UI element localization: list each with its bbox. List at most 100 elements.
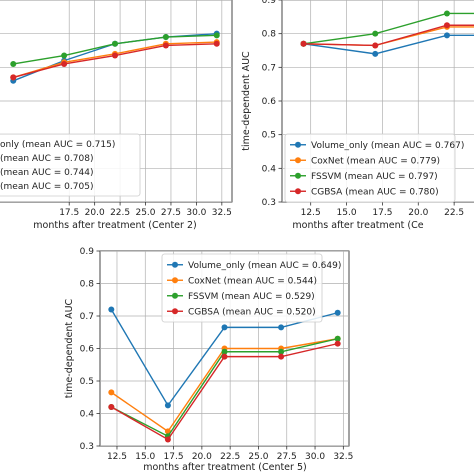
legend-swatch-marker [295,157,301,164]
series-line [303,24,474,47]
y-tick-label: 0.9 [80,247,95,257]
legend: Volume_only (mean AUC = 0.649) CoxNet (me… [161,253,341,323]
legend-swatch-marker [295,172,301,179]
legend-swatch-marker [172,277,178,284]
data-point [162,42,169,49]
x-tick-label: 12.5 [107,452,127,462]
data-point [443,10,450,17]
x-axis-label: months after treatment (Center 5) [143,462,306,473]
legend-label: CGBSA (mean AUC = 0.780) [311,187,439,197]
legend-label: only (mean AUC = 0.715) [0,140,115,150]
x-tick-label: 12.5 [301,208,321,218]
data-point [372,50,379,57]
data-point [112,40,118,47]
data-point [10,74,17,81]
x-tick-label: 22.5 [220,452,240,462]
y-tick-label: 0.5 [80,377,94,387]
legend-label: CGBSA (mean AUC = 0.520) [188,307,316,317]
data-point [443,22,450,29]
data-point [162,34,169,41]
x-axis-label: months after treatment (Ce [292,220,423,231]
legend-swatch-marker [172,308,178,315]
legend-label: CoxNet (mean AUC = 0.544) [188,276,317,286]
x-tick-label: 30.0 [305,452,325,462]
x-tick-label: 17.5 [59,208,79,218]
y-tick-label: 0.7 [80,312,94,322]
data-point [334,340,341,347]
data-point [213,40,220,47]
data-point [443,32,450,39]
legend: Volume_only (mean AUC = 0.767) CoxNet (me… [284,133,464,203]
legend-swatch-marker [295,188,301,195]
y-axis-label: time-dependent AUC [241,51,252,151]
legend-label: (mean AUC = 0.744) [0,168,93,178]
legend-box [284,133,456,203]
x-tick-label: 17.5 [164,452,184,462]
legend-label: CoxNet (mean AUC = 0.779) [311,156,440,166]
y-tick-label: 0.4 [262,164,277,174]
legend-box [161,253,323,323]
legend-swatch-marker [172,292,178,299]
y-tick-label: 0.6 [80,345,95,355]
data-point [221,324,228,331]
legend-box [0,133,141,197]
data-point [278,353,285,360]
data-point [300,40,307,47]
data-point [108,306,115,313]
legend-swatch-marker [295,141,301,148]
x-tick-label: 22.5 [110,208,130,218]
legend-label: (mean AUC = 0.708) [0,154,93,164]
data-point [278,324,285,331]
y-tick-label: 0.4 [80,410,95,420]
data-point [221,348,228,355]
series-group [10,30,220,84]
data-point [372,42,379,49]
data-point [164,436,171,443]
panel-center5: 12.5 15.0 17.5 20.0 22.5 25.0 27.5 30.0 32.5 0.3 0… [64,247,353,473]
data-point [213,32,220,39]
series-line [303,12,474,45]
series-group [300,10,474,57]
legend-label: Volume_only (mean AUC = 0.649) [188,261,341,271]
legend-label: FSSVM (mean AUC = 0.529) [188,292,315,302]
y-tick-label: 0.5 [262,131,276,141]
x-tick-label: 17.5 [372,208,392,218]
legend-label: Volume_only (mean AUC = 0.767) [311,141,464,151]
x-tick-label: 32.5 [212,208,232,218]
y-tick-label: 0.7 [262,63,276,73]
data-point [61,60,68,67]
x-tick-label: 27.5 [277,452,297,462]
legend-swatch-marker [172,261,178,268]
y-tick-label: 0.6 [262,97,277,107]
data-point [278,348,285,355]
data-point [334,335,341,342]
y-tick-label: 0.8 [80,280,95,290]
data-point [164,402,171,409]
data-point [108,404,115,410]
data-point [108,389,115,396]
x-tick-label: 20.0 [408,208,428,218]
x-tick-label: 25.0 [248,452,268,462]
x-tick-label: 25.0 [135,208,155,218]
x-tick-label: 15.0 [135,452,155,462]
data-point [112,52,118,59]
y-tick-label: 0.8 [262,30,277,40]
data-point [61,52,68,59]
y-axis-label: time-dependent AUC [64,298,75,398]
x-tick-label: 30.0 [186,208,206,218]
x-tick-label: 20.0 [85,208,105,218]
x-tick-label: 20.0 [192,452,212,462]
data-point [372,30,379,37]
legend: only (mean AUC = 0.715) (mean AUC = 0.708… [0,133,141,197]
data-point [221,353,228,360]
x-axis-label: months after treatment (Center 2) [33,220,196,231]
y-tick-label: 0.3 [80,442,94,452]
series-group [108,306,341,443]
x-tick-label: 22.5 [444,208,464,218]
panel-center2: 17.5 20.0 22.5 25.0 27.5 30.0 32.5 months after… [0,0,233,231]
x-tick-label: 15.0 [337,208,357,218]
panel-center3: 12.515.017.520.022.5250.30.40.50.60.70.8… [241,0,474,231]
x-tick-label: 27.5 [161,208,181,218]
legend-label: FSSVM (mean AUC = 0.797) [311,172,438,182]
